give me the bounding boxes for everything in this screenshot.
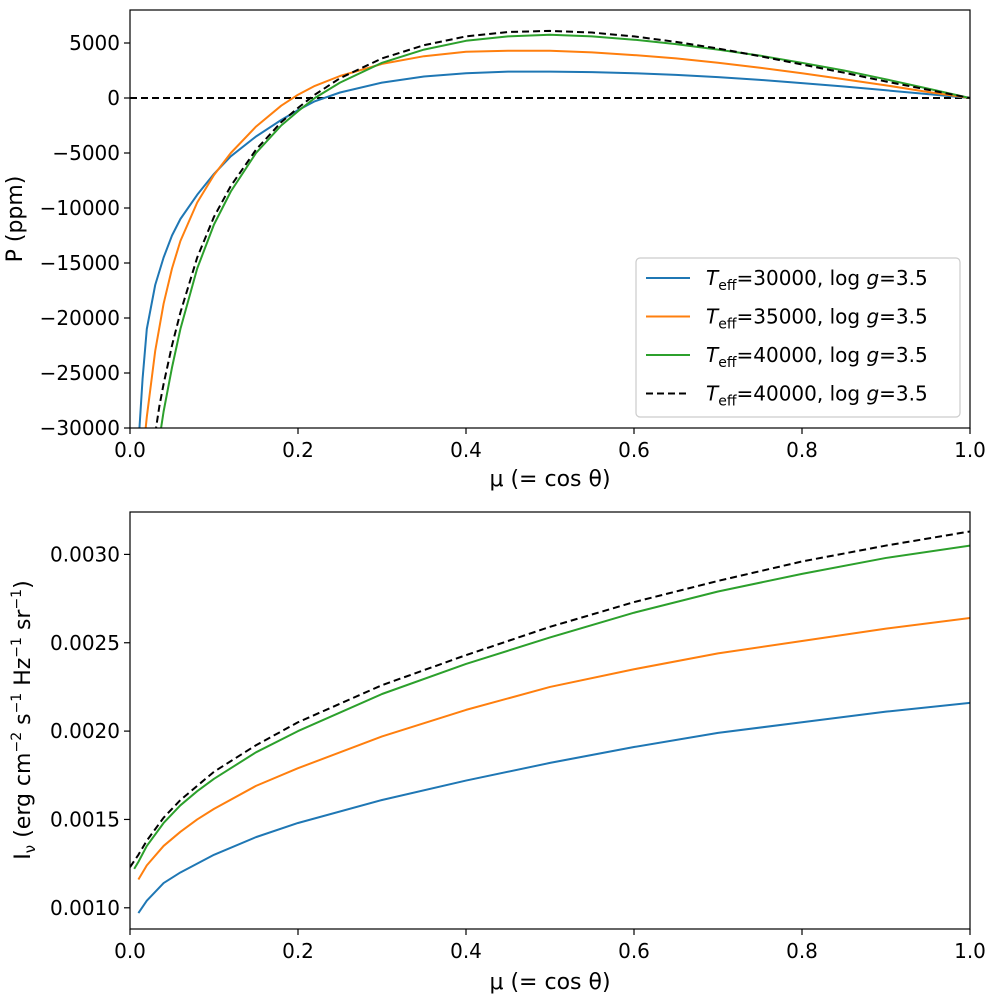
x-tick-label: 0.0	[114, 438, 146, 462]
x-tick-label: 0.4	[450, 939, 482, 963]
x-tick-label: 0.2	[282, 438, 314, 462]
x-tick-label: 1.0	[954, 939, 986, 963]
y-tick-label: 0.0025	[50, 631, 120, 655]
legend-label-1: Teff=30000, log g=3.5	[706, 266, 928, 294]
x-tick-label: 0.2	[282, 939, 314, 963]
series-line-3	[133, 544, 970, 870]
x-axis-label: μ (= cos θ)	[489, 970, 610, 995]
y-tick-label: 0.0015	[50, 807, 120, 831]
x-tick-label: 0.4	[450, 438, 482, 462]
axes-frame	[129, 511, 971, 930]
x-tick-label: 0.6	[618, 939, 650, 963]
y-axis-label: Iν (erg cm−2 s−1 Hz−1 sr−1)	[9, 580, 39, 859]
legend: Teff=30000, log g=3.5 Teff=35000, log g=3…	[635, 257, 961, 418]
y-tick-label: −25000	[40, 361, 120, 385]
y-axis-label: P (ppm)	[3, 176, 28, 263]
y-tick-label: −30000	[40, 416, 120, 440]
legend-label-4: Teff=40000, log g=3.5	[706, 382, 928, 410]
x-tick-label: 0.8	[786, 939, 818, 963]
series-line-1	[138, 70, 970, 428]
y-tick-label: 0	[107, 86, 120, 110]
x-tick-label: 0.8	[786, 438, 818, 462]
series-group	[130, 530, 970, 914]
axes-frame	[129, 9, 971, 429]
legend-label-3: Teff=40000, log g=3.5	[706, 343, 928, 371]
series-line-3	[160, 33, 970, 428]
series-line-4	[130, 530, 970, 868]
y-tick-label: 0.0010	[50, 896, 120, 920]
x-tick-label: 1.0	[954, 438, 986, 462]
top-panel: 0.0 0.2 0.4 0.6 0.8 1.0 −30000 −25000 −20000 −150…	[3, 9, 986, 492]
bottom-panel: 0.0 0.2 0.4 0.6 0.8 1.0 0.0010 0.0015 0.0020 0.00…	[9, 511, 986, 995]
series-line-1	[137, 701, 970, 914]
y-tick-label: 5000	[69, 31, 120, 55]
series-line-2	[137, 617, 970, 881]
y-tick-label: −15000	[40, 251, 120, 275]
y-tick-label: −20000	[40, 306, 120, 330]
x-axis-label: μ (= cos θ)	[489, 467, 610, 492]
legend-box	[635, 257, 961, 418]
y-tick-label: 0.0030	[50, 542, 120, 566]
y-tick-label: −5000	[52, 141, 120, 165]
legend-label-2: Teff=35000, log g=3.5	[706, 305, 928, 333]
x-tick-label: 0.0	[114, 939, 146, 963]
y-tick-label: −10000	[40, 196, 120, 220]
x-tick-label: 0.6	[618, 438, 650, 462]
series-group	[138, 29, 970, 428]
y-tick-label: 0.0020	[50, 719, 120, 743]
